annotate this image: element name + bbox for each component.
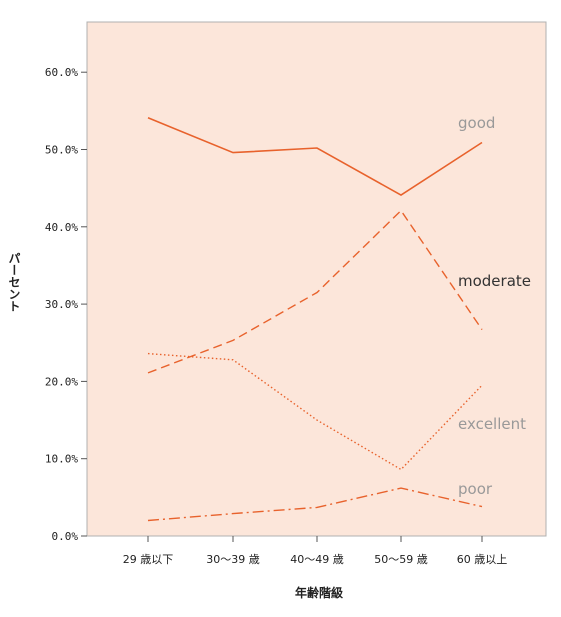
- y-tick-label: 0.0%: [52, 530, 79, 543]
- x-axis: 29 歳以下 30〜39 歳 40〜49 歳 50〜59 歳 60 歳以上: [123, 536, 508, 566]
- y-axis: 0.0% 10.0% 20.0% 30.0% 40.0% 50.0% 60.0%: [45, 66, 87, 543]
- y-tick-label: 50.0%: [45, 144, 78, 157]
- series-label-poor: poor: [458, 480, 493, 498]
- plot-area: [86, 21, 547, 537]
- y-tick-label: 60.0%: [45, 66, 78, 79]
- series-layer: [147, 117, 483, 522]
- y-tick-label: 10.0%: [45, 453, 78, 466]
- x-tick-label: 60 歳以上: [457, 553, 508, 566]
- x-tick-label: 40〜49 歳: [290, 553, 344, 566]
- x-tick-label: 30〜39 歳: [206, 553, 260, 566]
- y-tick-label: 30.0%: [45, 298, 78, 311]
- series-label-moderate: moderate: [458, 272, 531, 290]
- y-tick-label: 20.0%: [45, 375, 78, 388]
- x-tick-label: 29 歳以下: [123, 553, 174, 566]
- series-labels: good moderate excellent poor: [458, 114, 531, 498]
- x-tick-label: 50〜59 歳: [374, 553, 428, 566]
- x-axis-title: 年齢階級: [295, 585, 343, 600]
- series-label-excellent: excellent: [458, 415, 526, 433]
- y-tick-label: 40.0%: [45, 221, 78, 234]
- series-label-good: good: [458, 114, 495, 132]
- y-axis-title: パーセント: [7, 252, 21, 312]
